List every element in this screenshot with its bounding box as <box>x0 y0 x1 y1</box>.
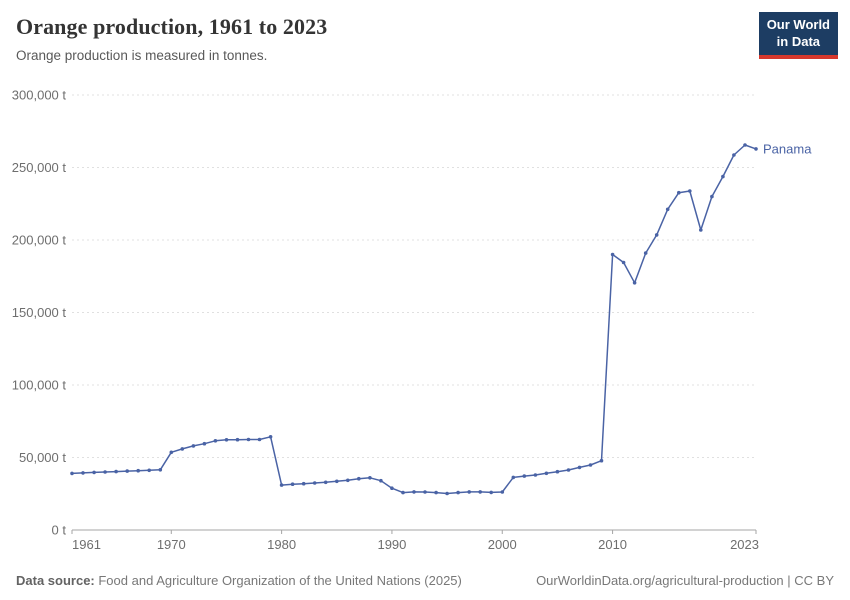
data-point[interactable] <box>489 490 494 495</box>
data-point[interactable] <box>368 476 372 480</box>
data-point[interactable] <box>158 468 163 472</box>
data-point[interactable] <box>224 438 229 442</box>
data-point[interactable] <box>544 471 549 476</box>
data-point[interactable] <box>147 468 151 473</box>
x-tick-label: 2000 <box>488 537 517 552</box>
logo-line1: Our World <box>766 17 830 32</box>
data-point[interactable] <box>169 450 174 455</box>
y-tick-label: 250,000 t <box>12 160 67 175</box>
data-point[interactable] <box>279 483 284 487</box>
data-point[interactable] <box>114 469 118 474</box>
data-source-label: Data source: <box>16 573 95 588</box>
data-point[interactable] <box>81 471 85 475</box>
data-point[interactable] <box>423 490 427 494</box>
data-source-note: Data source: Food and Agriculture Organi… <box>16 573 462 588</box>
data-point[interactable] <box>588 463 593 467</box>
data-point[interactable] <box>500 490 505 494</box>
data-point[interactable] <box>522 474 527 478</box>
data-point[interactable] <box>654 233 659 237</box>
y-tick-label: 0 t <box>52 523 67 538</box>
y-tick-label: 200,000 t <box>12 233 67 248</box>
data-point[interactable] <box>688 189 692 193</box>
chart-title: Orange production, 1961 to 2023 <box>16 14 328 39</box>
data-point[interactable] <box>754 147 758 151</box>
series-label-panama: Panama <box>763 141 812 156</box>
data-point[interactable] <box>103 470 107 474</box>
data-point[interactable] <box>268 435 273 439</box>
data-point[interactable] <box>70 471 74 476</box>
x-tick-label: 1961 <box>72 537 101 552</box>
data-point[interactable] <box>555 469 560 474</box>
data-point[interactable] <box>445 491 449 496</box>
x-tick-label: 1970 <box>157 537 186 552</box>
data-point[interactable] <box>136 468 140 473</box>
data-point[interactable] <box>301 481 306 486</box>
data-point[interactable] <box>213 439 218 443</box>
data-point[interactable] <box>401 490 405 495</box>
owid-logo[interactable]: Our World in Data <box>758 12 838 59</box>
data-point[interactable] <box>235 437 240 442</box>
x-tick-label: 1980 <box>267 537 296 552</box>
logo-line2: in Data <box>776 33 821 49</box>
data-point[interactable] <box>577 465 582 470</box>
data-point[interactable] <box>566 468 571 472</box>
data-point[interactable] <box>412 490 416 494</box>
data-point[interactable] <box>323 480 328 485</box>
data-point[interactable] <box>467 490 472 494</box>
x-tick-label: 2023 <box>730 537 759 552</box>
data-point[interactable] <box>257 437 262 442</box>
data-point[interactable] <box>721 174 725 179</box>
data-point[interactable] <box>290 482 295 487</box>
data-point[interactable] <box>732 153 736 157</box>
data-point[interactable] <box>511 475 516 480</box>
x-tick-label: 1990 <box>377 537 406 552</box>
data-point[interactable] <box>346 478 350 483</box>
data-point[interactable] <box>357 476 361 481</box>
data-line[interactable] <box>71 144 757 495</box>
chart-header: Orange production, 1961 to 2023 Orange p… <box>16 14 756 63</box>
chart-subtitle: Orange production is measured in tonnes. <box>16 48 268 63</box>
data-point[interactable] <box>390 486 394 491</box>
data-point[interactable] <box>743 143 747 147</box>
data-point[interactable] <box>202 441 207 446</box>
data-point[interactable] <box>533 473 538 477</box>
data-point[interactable] <box>335 479 339 484</box>
data-point[interactable] <box>632 281 637 285</box>
data-point[interactable] <box>434 490 438 495</box>
x-tick-label: 2010 <box>598 537 627 552</box>
data-point[interactable] <box>610 252 615 257</box>
data-point[interactable] <box>379 478 383 483</box>
data-point[interactable] <box>621 260 626 265</box>
data-point[interactable] <box>312 481 317 485</box>
data-point[interactable] <box>478 490 483 494</box>
footer-citation-link[interactable]: OurWorldinData.org/agricultural-producti… <box>536 573 834 588</box>
y-tick-label: 300,000 t <box>12 88 67 103</box>
data-point[interactable] <box>643 251 648 255</box>
data-point[interactable] <box>246 437 251 442</box>
y-tick-label: 100,000 t <box>12 378 67 393</box>
data-point[interactable] <box>665 207 670 212</box>
data-point[interactable] <box>125 469 129 473</box>
data-point[interactable] <box>677 190 681 195</box>
data-point[interactable] <box>456 490 460 495</box>
chart-footer: Data source: Food and Agriculture Organi… <box>16 573 834 588</box>
y-tick-label: 50,000 t <box>19 450 66 465</box>
data-point[interactable] <box>599 458 604 463</box>
data-source-text: Food and Agriculture Organization of the… <box>94 573 462 588</box>
data-point[interactable] <box>180 447 185 451</box>
y-tick-label: 150,000 t <box>12 305 67 320</box>
data-point[interactable] <box>92 470 96 475</box>
data-point[interactable] <box>699 228 703 232</box>
data-point[interactable] <box>191 444 196 448</box>
data-point[interactable] <box>710 194 714 199</box>
